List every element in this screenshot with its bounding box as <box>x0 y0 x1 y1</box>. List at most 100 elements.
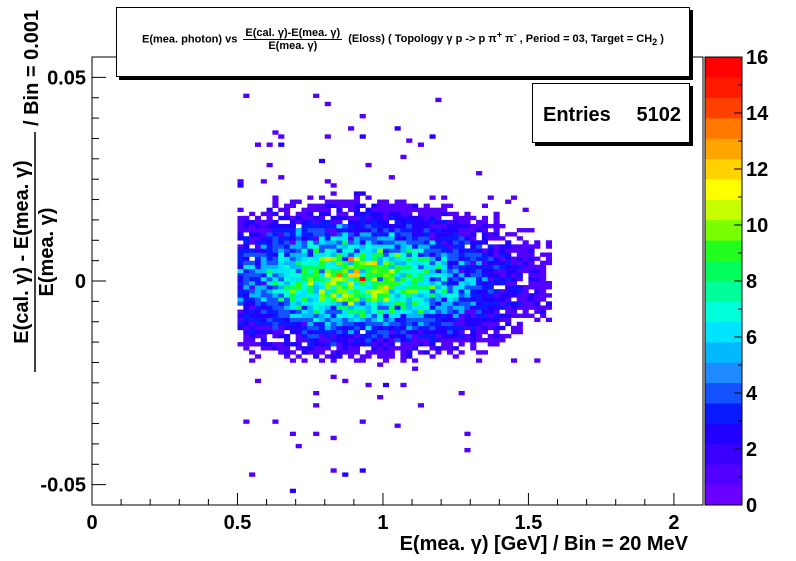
heatmap-cell <box>441 244 448 249</box>
heatmap-cell <box>243 276 250 282</box>
heatmap-cell <box>272 305 279 310</box>
heatmap-cell <box>278 207 285 213</box>
heatmap-cell <box>493 321 500 327</box>
heatmap-cell <box>289 219 296 225</box>
heatmap-cell <box>412 342 419 347</box>
heatmap-cell <box>342 260 349 266</box>
heatmap-cell <box>237 248 244 253</box>
heatmap-cell <box>313 338 320 343</box>
heatmap-cell <box>505 281 512 286</box>
heatmap-cell <box>476 264 483 270</box>
heatmap-cell <box>516 228 523 233</box>
heatmap-cell <box>435 272 442 278</box>
heatmap-cell <box>388 232 395 237</box>
heatmap-cell <box>377 317 384 323</box>
heatmap-cell <box>382 317 390 323</box>
heatmap-cell <box>266 346 273 351</box>
heatmap-cell <box>470 256 477 261</box>
heatmap-cell <box>394 297 401 302</box>
heatmap-cell <box>441 329 448 335</box>
heatmap-cell <box>464 301 471 306</box>
heatmap-cell <box>365 260 372 266</box>
heatmap-cell <box>382 199 390 204</box>
heatmap-cell <box>260 228 267 233</box>
heatmap-cell <box>278 232 285 237</box>
heatmap-cell <box>243 244 250 249</box>
heatmap-cell <box>318 260 326 266</box>
heatmap-cell <box>336 285 343 290</box>
heatmap-cell <box>377 256 384 261</box>
heatmap-cell <box>284 244 291 249</box>
heatmap-cell <box>435 325 442 331</box>
heatmap-cell <box>464 297 471 302</box>
heatmap-cell <box>313 228 320 233</box>
heatmap-cell <box>348 260 355 266</box>
heatmap-cell <box>470 285 477 290</box>
heatmap-cell <box>441 313 448 318</box>
heatmap-cell <box>487 248 494 253</box>
heatmap-cell <box>272 293 279 298</box>
color-scale-band <box>705 219 742 241</box>
heatmap-cell <box>429 285 436 290</box>
heatmap-cell <box>243 268 250 274</box>
heatmap-cell <box>284 260 291 266</box>
heatmap-cell <box>365 313 372 318</box>
heatmap-cell <box>324 179 331 184</box>
heatmap-cell <box>476 301 483 306</box>
heatmap-cell <box>342 309 349 314</box>
heatmap-cell <box>260 285 267 290</box>
heatmap-cell <box>382 219 390 225</box>
heatmap-cell <box>278 240 285 245</box>
heatmap-cell <box>359 358 366 363</box>
heatmap-cell <box>528 228 535 233</box>
heatmap-cell <box>441 256 448 261</box>
heatmap-cell <box>481 317 488 323</box>
heatmap-cell <box>458 268 465 274</box>
heatmap-cell <box>342 321 349 327</box>
heatmap-cell <box>324 346 331 351</box>
heatmap-cell <box>452 219 459 225</box>
heatmap-cell <box>295 321 302 327</box>
heatmap-cell <box>307 297 314 302</box>
heatmap-cell <box>441 252 448 257</box>
heatmap-cell <box>435 333 442 339</box>
heatmap-cell <box>301 240 308 245</box>
heatmap-cell <box>516 260 523 266</box>
heatmap-cell <box>301 329 308 335</box>
heatmap-cell <box>388 236 395 241</box>
heatmap-cell <box>377 281 384 286</box>
heatmap-cell <box>266 301 273 306</box>
heatmap-cell <box>406 228 413 233</box>
heatmap-cell <box>388 350 395 355</box>
heatmap-cell <box>452 236 459 241</box>
heatmap-cell <box>493 329 500 335</box>
heatmap-cell <box>284 289 291 294</box>
heatmap-cell <box>353 240 360 245</box>
heatmap-cell <box>528 272 535 278</box>
heatmap-cell <box>371 268 378 274</box>
heatmap-cell <box>435 289 442 294</box>
heatmap-cell <box>406 305 413 310</box>
heatmap-cell <box>481 276 488 282</box>
heatmap-cell <box>476 219 483 225</box>
heatmap-cell <box>429 244 436 249</box>
heatmap-cell <box>388 321 395 327</box>
heatmap-cell <box>243 93 250 99</box>
heatmap-cell <box>388 317 395 323</box>
heatmap-cell <box>301 219 308 225</box>
heatmap-cell <box>324 297 331 302</box>
heatmap-cell <box>377 252 384 257</box>
heatmap-cell <box>342 338 349 343</box>
heatmap-cell <box>336 342 343 347</box>
heatmap-cell <box>284 338 291 343</box>
heatmap-cell <box>272 252 279 257</box>
heatmap-cell <box>377 260 384 266</box>
heatmap-cell <box>400 382 407 388</box>
heatmap-cell <box>318 297 326 302</box>
heatmap-cell <box>481 309 488 314</box>
heatmap-cell <box>318 309 326 314</box>
heatmap-cell <box>499 333 506 339</box>
heatmap-cell <box>382 333 390 339</box>
heatmap-cell <box>505 289 512 294</box>
heatmap-cell <box>429 321 436 327</box>
